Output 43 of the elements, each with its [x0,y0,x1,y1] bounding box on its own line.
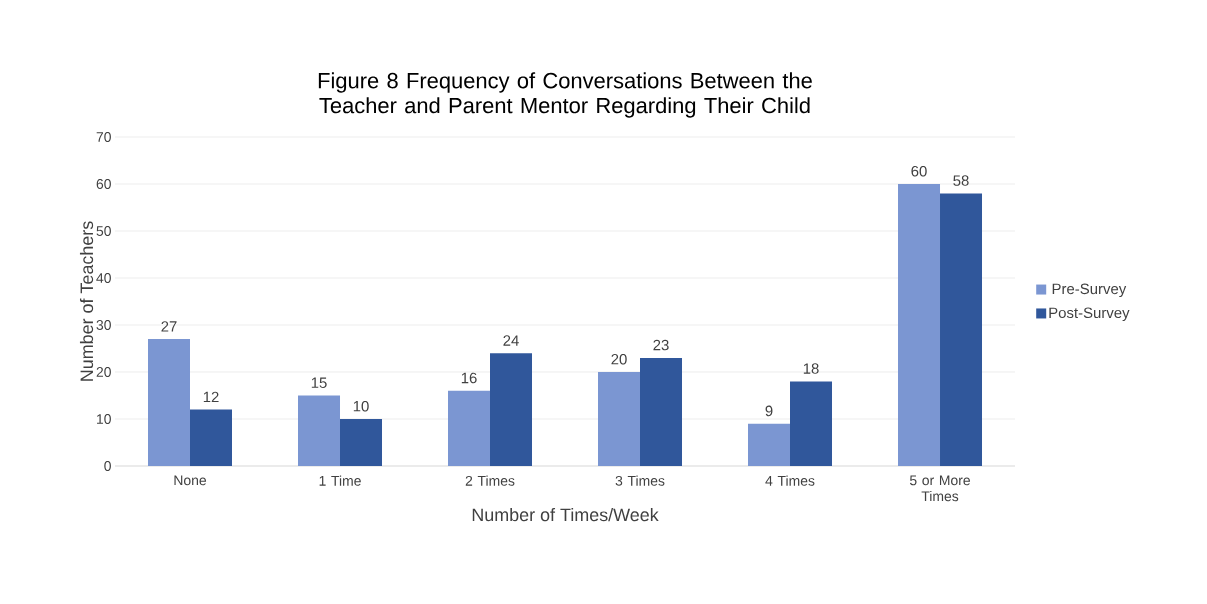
legend-label: Pre-Survey [1052,283,1127,298]
bar [748,423,790,466]
x-tick-label: None [174,475,207,486]
data-label: 16 [461,372,477,384]
bar [448,390,490,466]
bar [598,372,640,466]
bar [148,339,190,466]
data-label: 60 [911,165,927,177]
y-tick-label: 40 [96,273,111,283]
x-tick-label: 2 Times [465,475,515,486]
data-label: 15 [311,377,327,388]
bar [190,409,232,466]
y-axis-title: Number of Teachers [79,221,94,381]
bar [640,357,682,466]
y-tick-label: 60 [96,179,111,189]
y-tick-label: 20 [96,367,111,377]
bar [490,353,532,466]
bar [340,419,382,466]
y-tick-label: 50 [96,226,111,236]
data-label: 24 [503,335,519,346]
x-tick-label: 5 or More Times [909,475,970,502]
y-tick-label: 0 [104,461,111,471]
x-axis-title: Number of Times/Week [472,508,659,522]
data-label: 18 [803,363,819,374]
x-tick-label: 3 Times [615,475,665,486]
data-label: 27 [161,321,177,332]
y-tick-label: 70 [96,132,111,142]
data-label: 23 [653,339,669,351]
bar [298,395,340,466]
bar [898,184,941,466]
x-tick-label: 4 Times [765,475,815,486]
bar [790,381,832,466]
data-label: 58 [953,175,969,186]
data-label: 20 [611,353,627,365]
data-label: 10 [353,400,369,412]
data-label: 9 [765,405,773,417]
bar [940,193,983,466]
data-label: 12 [203,391,219,403]
legend-label: Post-Survey [1049,307,1130,322]
y-tick-label: 10 [97,414,111,424]
chart-title: Figure 8 Frequency of Conversations Between the Teacher and Parent Mentor Regarding Their Child [318,72,812,118]
x-tick-label: 1 Time [319,475,361,486]
y-tick-label: 30 [96,320,111,330]
